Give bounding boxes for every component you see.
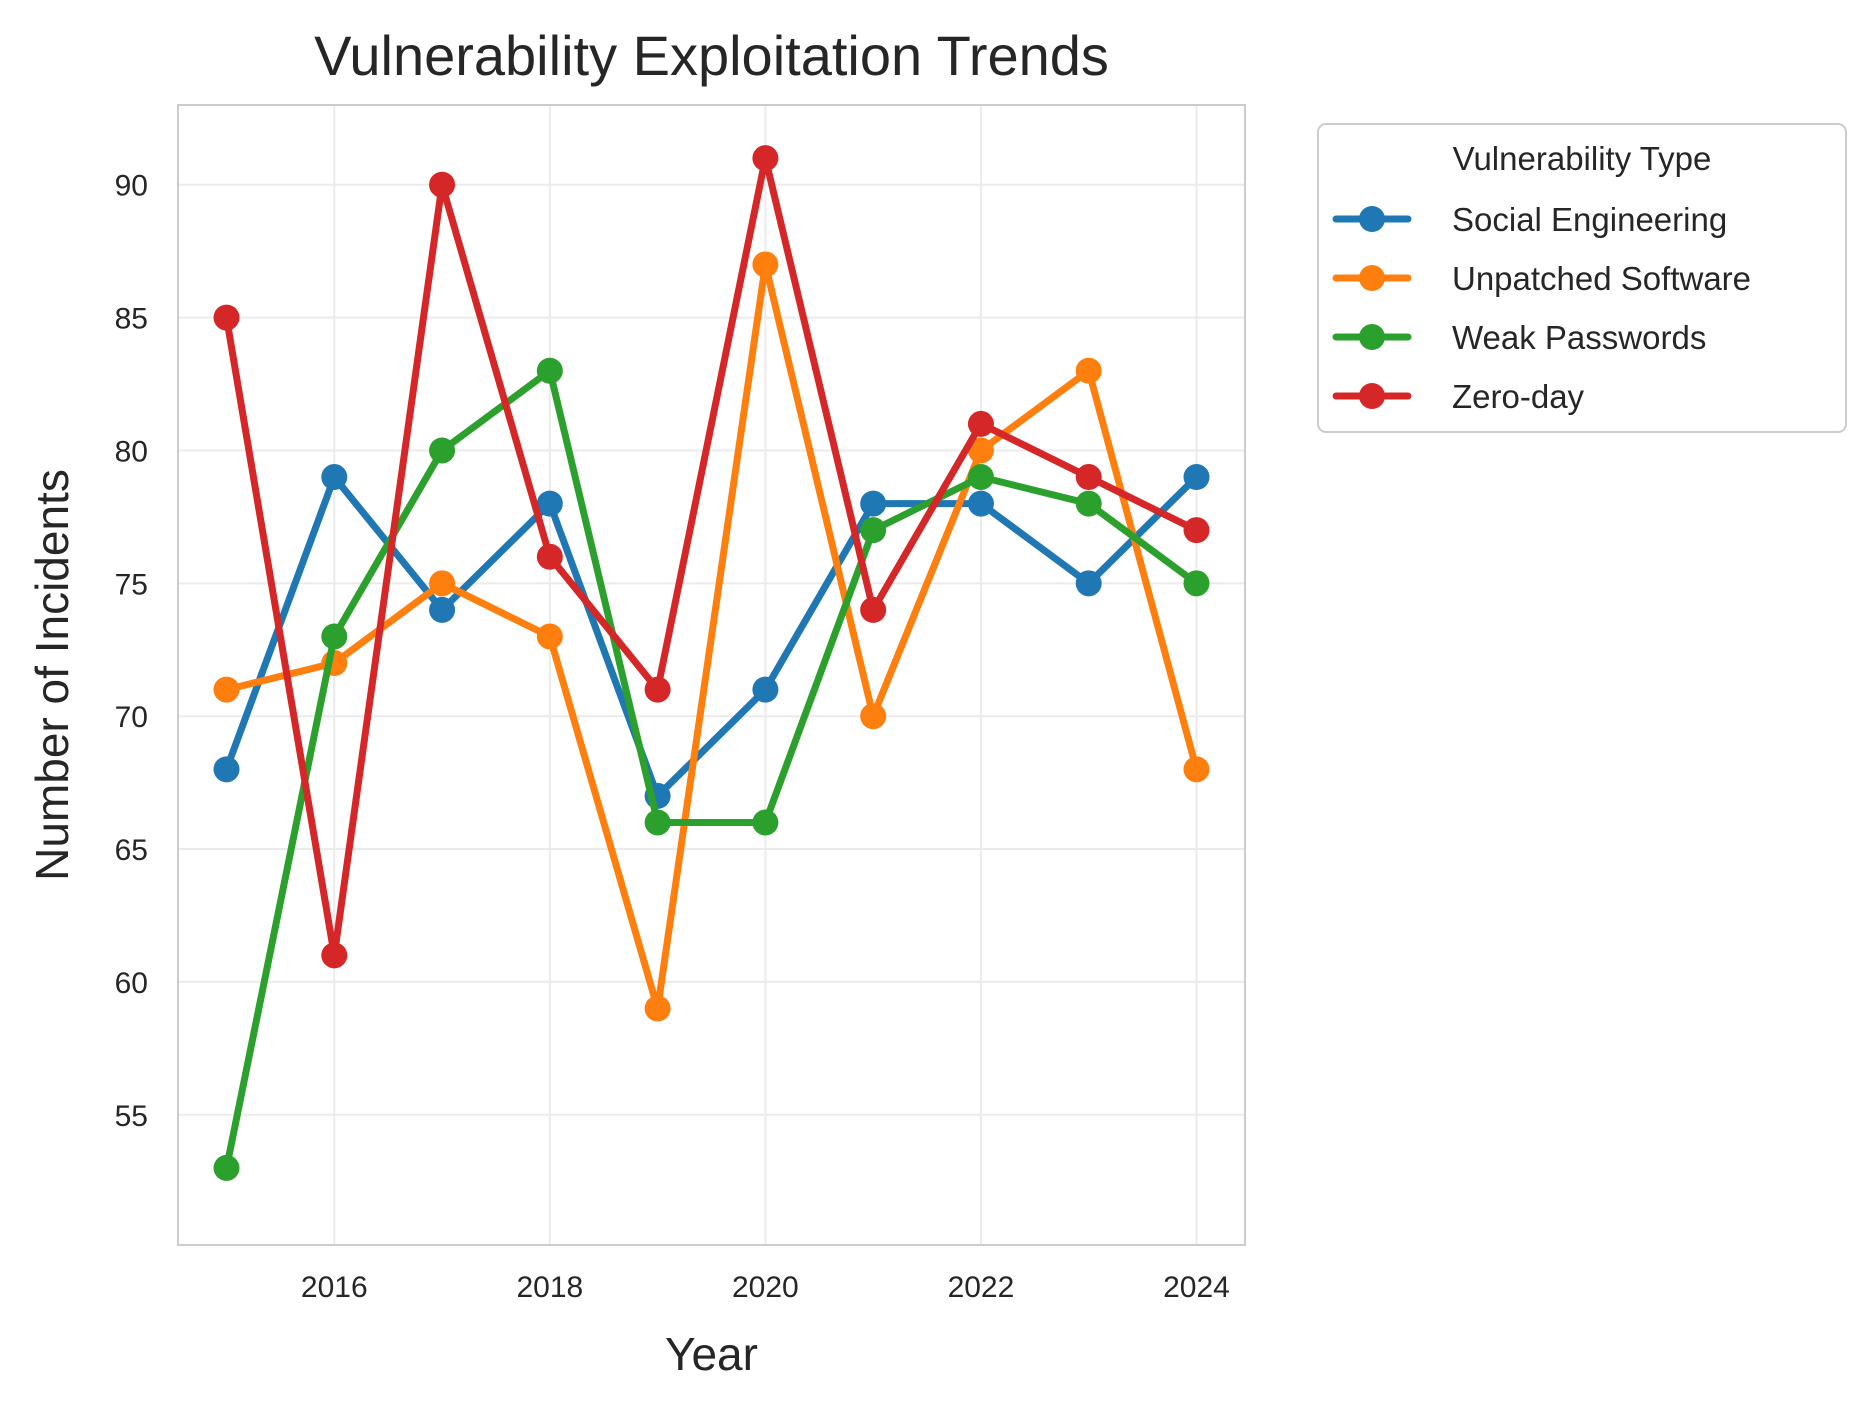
x-tick-label: 2018 bbox=[516, 1271, 583, 1304]
legend-label: Unpatched Software bbox=[1452, 260, 1751, 297]
gridlines bbox=[178, 105, 1245, 1245]
data-point bbox=[321, 623, 348, 650]
legend-swatch-marker bbox=[1359, 324, 1385, 350]
y-tick-label: 80 bbox=[115, 435, 148, 468]
data-point bbox=[860, 490, 887, 517]
chart-title: Vulnerability Exploitation Trends bbox=[314, 24, 1109, 87]
data-point bbox=[644, 676, 671, 703]
legend-item: Social Engineering bbox=[1332, 201, 1727, 238]
data-point bbox=[536, 490, 563, 517]
data-point bbox=[429, 596, 456, 623]
legend-swatch-marker bbox=[1359, 265, 1385, 291]
data-point bbox=[321, 464, 348, 491]
data-point bbox=[752, 809, 779, 836]
legend: Vulnerability Type Social Engineering Unp… bbox=[1317, 123, 1847, 433]
data-point bbox=[1183, 756, 1210, 783]
legend-swatch-marker bbox=[1359, 206, 1385, 232]
data-point bbox=[213, 756, 240, 783]
y-tick-label: 85 bbox=[115, 303, 148, 336]
series-weak-passwords bbox=[213, 357, 1210, 1181]
data-point bbox=[213, 676, 240, 703]
data-point bbox=[536, 623, 563, 650]
legend-label: Zero-day bbox=[1452, 378, 1585, 415]
series-line bbox=[223, 367, 1200, 1172]
series-layer bbox=[213, 145, 1210, 1181]
data-point bbox=[213, 1154, 240, 1181]
plot-area bbox=[177, 104, 1246, 1246]
y-tick-label: 60 bbox=[115, 967, 148, 1000]
data-point bbox=[429, 171, 456, 198]
y-tick-label: 75 bbox=[115, 568, 148, 601]
y-tick-label: 65 bbox=[115, 834, 148, 867]
x-tick-label: 2016 bbox=[301, 1271, 368, 1304]
data-point bbox=[644, 809, 671, 836]
data-point bbox=[1075, 357, 1102, 384]
series-line bbox=[223, 154, 1200, 959]
data-point bbox=[752, 145, 779, 172]
legend-item: Unpatched Software bbox=[1332, 260, 1751, 297]
data-point bbox=[752, 676, 779, 703]
x-tick-label: 2020 bbox=[732, 1271, 799, 1304]
data-point bbox=[967, 490, 994, 517]
data-point bbox=[644, 995, 671, 1022]
x-axis-label: Year bbox=[665, 1328, 758, 1380]
series-zero-day bbox=[213, 145, 1210, 969]
y-tick-label: 90 bbox=[115, 170, 148, 203]
legend-label: Weak Passwords bbox=[1452, 319, 1706, 356]
data-point bbox=[213, 304, 240, 331]
y-axis-label: Number of Incidents bbox=[26, 469, 78, 881]
data-point bbox=[967, 437, 994, 464]
data-point bbox=[1183, 570, 1210, 597]
data-point bbox=[752, 251, 779, 278]
data-point bbox=[860, 703, 887, 730]
legend-items: Social Engineering Unpatched Software Weak… bbox=[1332, 201, 1751, 415]
legend-title: Vulnerability Type bbox=[1453, 140, 1712, 177]
data-point bbox=[536, 357, 563, 384]
data-point bbox=[967, 464, 994, 491]
series-line bbox=[223, 260, 1200, 1012]
data-point bbox=[429, 437, 456, 464]
data-point bbox=[1075, 570, 1102, 597]
data-point bbox=[860, 596, 887, 623]
legend-frame bbox=[1317, 123, 1847, 433]
y-axis-ticks: 55 60 65 70 75 80 85 90 bbox=[115, 170, 148, 1133]
data-point bbox=[321, 942, 348, 969]
data-point bbox=[967, 410, 994, 437]
data-point bbox=[536, 543, 563, 570]
legend-item: Weak Passwords bbox=[1332, 319, 1706, 356]
data-point bbox=[1183, 464, 1210, 491]
data-point bbox=[860, 517, 887, 544]
x-axis-ticks: 2016 2018 2020 2022 2024 bbox=[301, 1271, 1230, 1304]
data-point bbox=[1075, 490, 1102, 517]
x-tick-label: 2022 bbox=[948, 1271, 1015, 1304]
y-tick-label: 70 bbox=[115, 701, 148, 734]
data-point bbox=[1183, 517, 1210, 544]
data-point bbox=[429, 570, 456, 597]
legend-label: Social Engineering bbox=[1452, 201, 1727, 238]
y-tick-label: 55 bbox=[115, 1100, 148, 1133]
data-point bbox=[1075, 464, 1102, 491]
legend-item: Zero-day bbox=[1332, 378, 1585, 415]
x-tick-label: 2024 bbox=[1163, 1271, 1230, 1304]
legend-swatch-marker bbox=[1359, 383, 1385, 409]
